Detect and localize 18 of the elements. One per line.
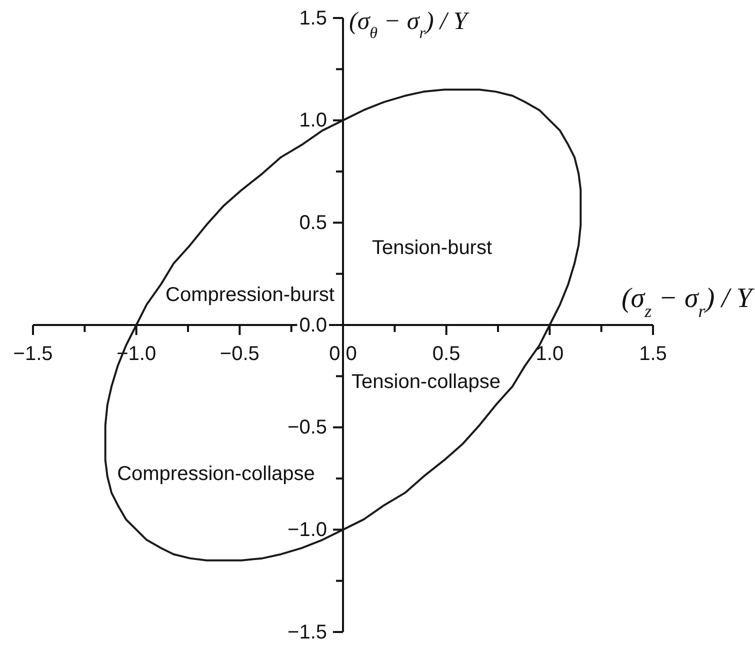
annotation: Compression-collapse xyxy=(117,463,315,485)
annotation: Tension-collapse xyxy=(352,371,500,393)
annotation: Tension-burst xyxy=(372,237,492,259)
y-tick-label: 0.0 xyxy=(299,314,327,336)
x-tick-label: −1.5 xyxy=(13,343,53,366)
y-tick-label: −0.5 xyxy=(288,416,327,439)
annotation: Compression-burst xyxy=(166,284,335,306)
x-tick-label: 1.5 xyxy=(639,343,667,366)
y-tick-label: −1.0 xyxy=(288,519,327,542)
y-tick-label: 1.5 xyxy=(299,7,327,30)
y-tick-label: 1.0 xyxy=(299,110,327,132)
x-tick-label: 1.0 xyxy=(536,343,564,366)
y-axis-title: (σ$_{θ}$ − σ$_{r}$) / Y xyxy=(349,8,470,42)
y-tick-label: −1.5 xyxy=(288,621,327,644)
x-tick-label: 0.5 xyxy=(432,343,460,366)
y-tick-label: 0.5 xyxy=(299,212,327,234)
x-axis-title: (σ$_{z}$ − σ$_{r}$) / Y xyxy=(621,283,755,321)
x-tick-label: −0.5 xyxy=(220,343,260,366)
